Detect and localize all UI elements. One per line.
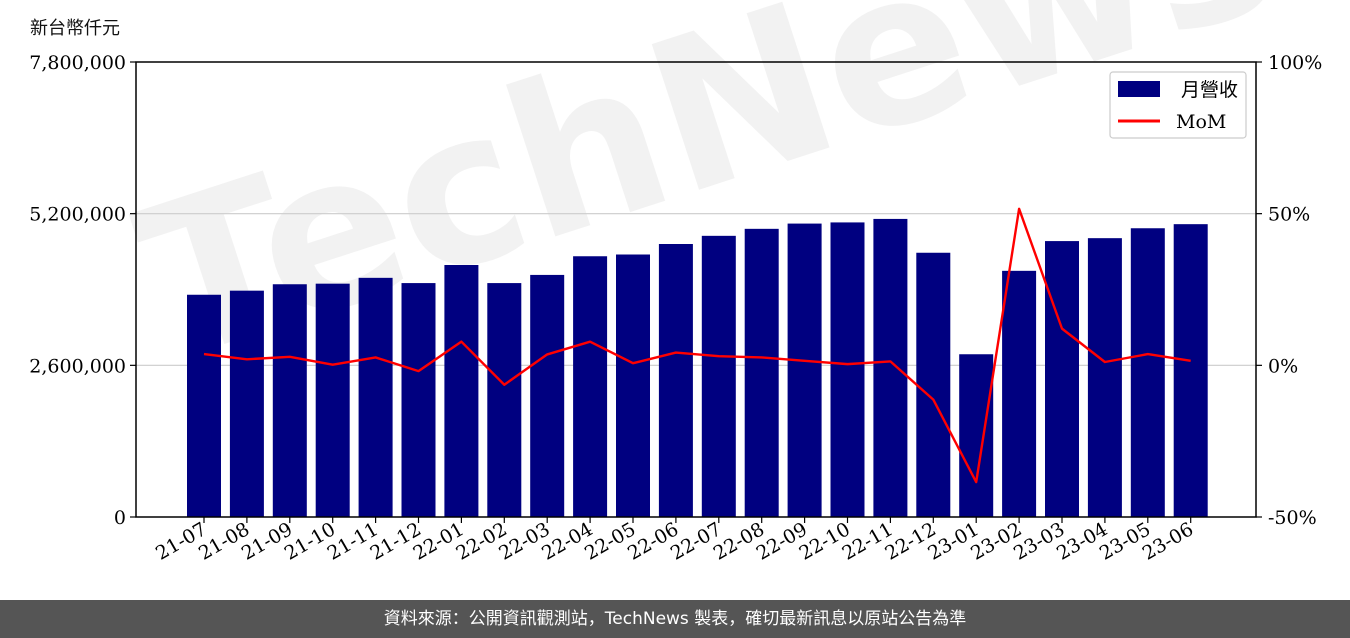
revenue-bar bbox=[1130, 228, 1165, 517]
revenue-chart: TechNews 02,600,0005,200,0007,800,000-50… bbox=[29, 0, 1322, 565]
source-footer: 資料來源：公開資訊觀測站，TechNews 製表，確切最新訊息以原站公告為準 bbox=[0, 600, 1350, 638]
mom-line bbox=[203, 207, 1191, 484]
revenue-bars bbox=[187, 218, 1208, 518]
revenue-bar bbox=[315, 283, 350, 517]
revenue-bar bbox=[873, 218, 908, 517]
revenue-bar bbox=[229, 290, 264, 517]
revenue-bar bbox=[787, 223, 822, 518]
right-tick-label: 0% bbox=[1268, 355, 1298, 377]
revenue-bar bbox=[744, 228, 779, 518]
mom-series-line bbox=[203, 207, 1191, 484]
x-tick-label: 23-06 bbox=[1139, 518, 1197, 564]
y-axis-unit-label: 新台幣仟元 bbox=[30, 18, 120, 39]
revenue-bar bbox=[358, 277, 393, 517]
left-tick-label: 2,600,000 bbox=[29, 355, 126, 377]
revenue-bar bbox=[187, 294, 221, 517]
revenue-bar bbox=[658, 244, 693, 517]
legend: 月營收 MoM bbox=[1109, 71, 1247, 139]
revenue-bar bbox=[401, 283, 436, 517]
plot-frame bbox=[135, 61, 1257, 518]
revenue-bar bbox=[701, 235, 736, 518]
legend-swatch-revenue bbox=[1118, 81, 1160, 97]
revenue-bar bbox=[530, 274, 565, 517]
right-tick-label: 100% bbox=[1268, 52, 1322, 74]
revenue-bar bbox=[1045, 241, 1079, 518]
revenue-bar bbox=[487, 283, 522, 517]
revenue-bar bbox=[272, 284, 307, 517]
legend-label-mom: MoM bbox=[1176, 111, 1226, 133]
left-tick-label: 5,200,000 bbox=[29, 204, 126, 226]
revenue-bar bbox=[444, 265, 479, 517]
revenue-bar bbox=[1002, 270, 1037, 517]
left-tick-label: 7,800,000 bbox=[29, 52, 126, 74]
right-tick-label: -50% bbox=[1268, 507, 1317, 529]
revenue-bar bbox=[830, 222, 865, 517]
revenue-bar bbox=[1087, 238, 1122, 517]
right-tick-label: 50% bbox=[1268, 204, 1310, 226]
revenue-bar bbox=[573, 256, 608, 517]
revenue-bar bbox=[616, 254, 650, 517]
revenue-bar bbox=[959, 354, 994, 517]
revenue-bar bbox=[1173, 224, 1208, 517]
revenue-bar bbox=[916, 252, 951, 517]
left-tick-label: 0 bbox=[114, 507, 126, 529]
legend-label-revenue: 月營收 bbox=[1181, 79, 1238, 101]
